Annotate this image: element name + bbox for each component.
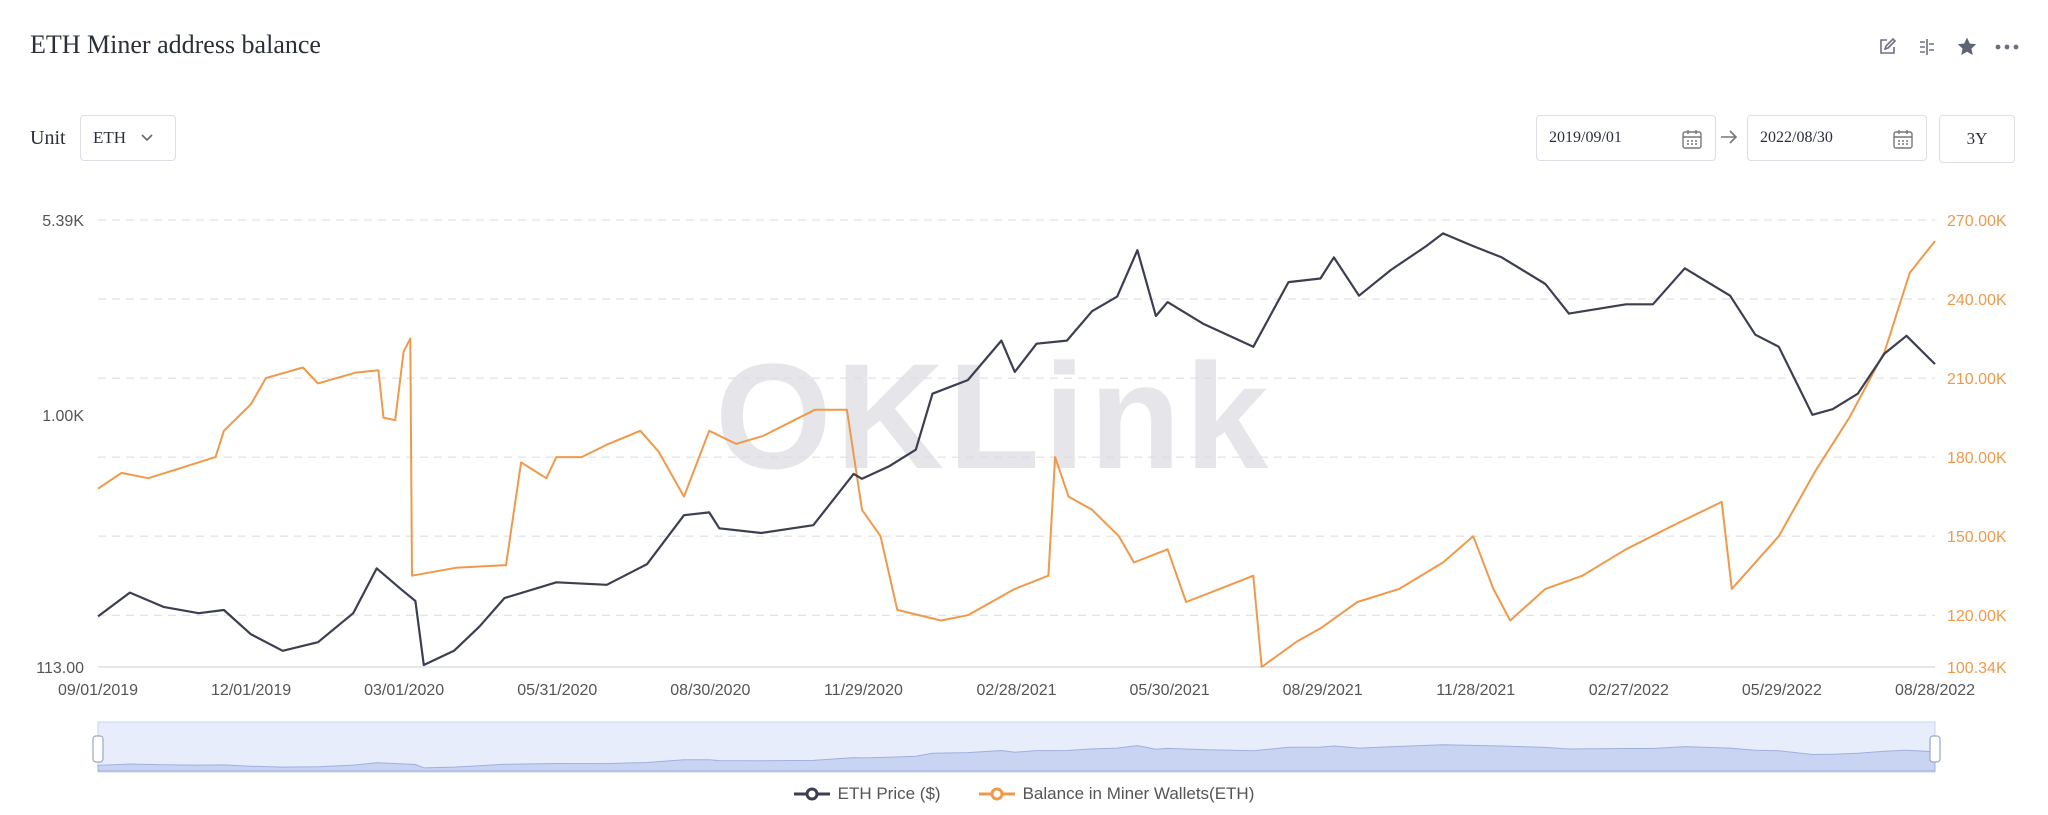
y-left-tick-label: 1.00K bbox=[42, 408, 84, 425]
calendar-icon bbox=[1893, 130, 1913, 149]
legend-item-balance[interactable]: Balance in Miner Wallets(ETH) bbox=[978, 784, 1255, 804]
y-left-tick-label: 113.00 bbox=[36, 660, 84, 677]
unit-label: Unit bbox=[30, 127, 66, 149]
series-line-balance bbox=[97, 240, 1936, 668]
y-right-tick-label: 270.00K bbox=[1947, 213, 2007, 230]
x-tick-label: 05/30/2021 bbox=[1130, 682, 1210, 699]
x-tick-label: 02/27/2022 bbox=[1589, 682, 1669, 699]
y-right-tick-label: 240.00K bbox=[1947, 292, 2007, 309]
zoom-handle-left[interactable] bbox=[92, 735, 104, 763]
zoom-slider-preview bbox=[97, 744, 1936, 772]
legend-label-price: ETH Price ($) bbox=[837, 784, 941, 803]
start-date-input[interactable]: 2019/09/01 bbox=[1536, 115, 1716, 161]
x-tick-label: 12/01/2019 bbox=[211, 682, 291, 699]
chart-area: 100.34K 120.00K 150.00K 180.00K 210.00K 240.0… bbox=[36, 213, 2007, 773]
legend-item-price[interactable]: ETH Price ($) bbox=[793, 784, 941, 804]
x-tick-label: 02/28/2021 bbox=[976, 682, 1056, 699]
x-tick-label: 09/01/2019 bbox=[58, 682, 138, 699]
y-right-tick-label: 120.00K bbox=[1947, 608, 2007, 625]
y-right-tick-label: 100.34K bbox=[1947, 660, 2007, 677]
x-tick-label: 08/29/2021 bbox=[1283, 682, 1363, 699]
unit-select-value: ETH bbox=[93, 128, 127, 147]
y-right-tick-label: 210.00K bbox=[1947, 371, 2007, 388]
end-date-input[interactable]: 2022/08/30 bbox=[1747, 115, 1927, 161]
unit-select[interactable]: ETH bbox=[80, 115, 176, 161]
y-right-tick-label: 180.00K bbox=[1947, 450, 2007, 467]
x-tick-label: 03/01/2020 bbox=[364, 682, 444, 699]
series-line-price bbox=[97, 232, 1936, 667]
x-tick-label: 11/29/2020 bbox=[824, 682, 903, 699]
arrow-right-icon bbox=[1721, 130, 1738, 144]
calendar-icon bbox=[1682, 130, 1702, 149]
x-tick-label: 08/28/2022 bbox=[1895, 682, 1975, 699]
more-icon[interactable] bbox=[1994, 34, 2020, 60]
legend-label-balance: Balance in Miner Wallets(ETH) bbox=[1022, 784, 1255, 803]
y-left-tick-label: 5.39K bbox=[42, 213, 84, 230]
edit-icon[interactable] bbox=[1874, 34, 1900, 60]
start-date-value: 2019/09/01 bbox=[1549, 129, 1622, 146]
zoom-handle-right[interactable] bbox=[1929, 735, 1941, 763]
star-icon[interactable] bbox=[1954, 34, 1980, 60]
x-tick-label: 11/28/2021 bbox=[1436, 682, 1515, 699]
legend-marker-balance bbox=[978, 787, 1015, 801]
chart-toolbar bbox=[1874, 34, 2020, 60]
x-tick-label: 05/29/2022 bbox=[1742, 682, 1822, 699]
y-right-tick-label: 150.00K bbox=[1947, 529, 2007, 546]
watermark: OKLink bbox=[715, 332, 1273, 500]
end-date-value: 2022/08/30 bbox=[1760, 129, 1833, 146]
legend-marker-price bbox=[793, 787, 830, 801]
chevron-down-icon bbox=[141, 134, 153, 142]
split-view-icon[interactable] bbox=[1914, 34, 1940, 60]
chart-legend: ETH Price ($) Balance in Miner Wallets(E… bbox=[0, 784, 2048, 804]
range-preset-button[interactable]: 3Y bbox=[1939, 115, 2015, 163]
page-title: ETH Miner address balance bbox=[30, 30, 321, 59]
x-tick-label: 05/31/2020 bbox=[517, 682, 597, 699]
x-tick-label: 08/30/2020 bbox=[670, 682, 750, 699]
